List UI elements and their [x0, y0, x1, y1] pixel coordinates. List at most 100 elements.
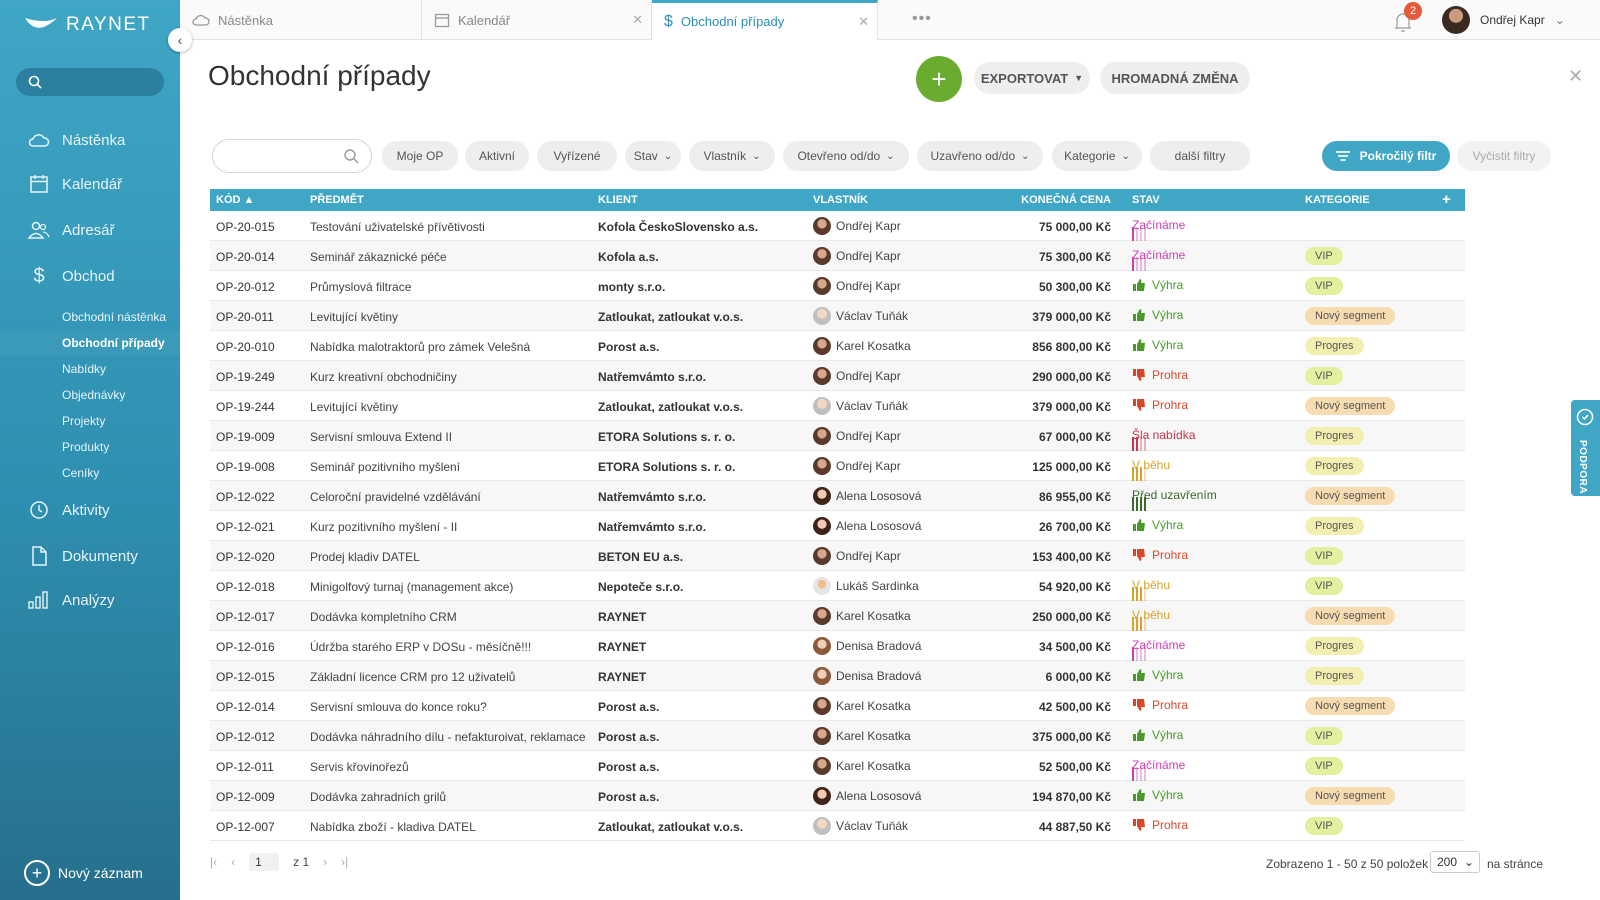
cell-kod: OP-19-008: [216, 460, 275, 474]
cell-stav: V běhu: [1132, 458, 1170, 481]
filter-chip-stav[interactable]: Stav ⌄: [625, 141, 681, 171]
sidebar-subitem-ceniky[interactable]: Ceníky: [62, 466, 100, 480]
col-predmet[interactable]: PŘEDMĚT: [310, 194, 364, 206]
sidebar-item-analyzy[interactable]: Analýzy: [0, 582, 180, 618]
bulk-change-button[interactable]: HROMADNÁ ZMĚNA: [1100, 62, 1250, 94]
filter-chip-label: Otevřeno od/do: [797, 149, 881, 163]
tab-obchodni-pripady[interactable]: $ Obchodní případy ✕: [652, 0, 878, 40]
sidebar-subitem-obchodni-pripady[interactable]: Obchodní případy: [0, 331, 180, 355]
owner-name: Alena Lososová: [836, 789, 922, 803]
table-row[interactable]: OP-20-012 Průmyslová filtrace monty s.r.o.…: [210, 271, 1465, 301]
sidebar-collapse-button[interactable]: ‹: [168, 28, 192, 52]
progress-bars-icon: [1132, 227, 1146, 241]
table-row[interactable]: OP-20-011 Levitující květiny Zatloukat, za…: [210, 301, 1465, 331]
table-row[interactable]: OP-12-017 Dodávka kompletního CRM RAYNET Ka…: [210, 601, 1465, 631]
filter-chip-dalsi-filtry[interactable]: další filtry: [1150, 141, 1250, 171]
col-kategorie[interactable]: KATEGORIE: [1305, 194, 1370, 206]
filter-chip-otevreno-od-do[interactable]: Otevřeno od/do ⌄: [783, 141, 909, 171]
table-row[interactable]: OP-12-021 Kurz pozitivního myšlení - II Na…: [210, 511, 1465, 541]
filter-chip-vlastnik[interactable]: Vlastník ⌄: [689, 141, 775, 171]
col-vlastnik[interactable]: VLASTNÍK: [813, 194, 868, 206]
cell-vlastnik: Ondřej Kapr: [813, 457, 901, 475]
logo[interactable]: RAYNET: [24, 12, 151, 38]
close-icon[interactable]: ✕: [858, 13, 869, 29]
sidebar-item-dokumenty[interactable]: Dokumenty: [0, 538, 180, 574]
table-row[interactable]: OP-20-010 Nabídka malotraktorů pro zámek …: [210, 331, 1465, 361]
table-row[interactable]: OP-12-014 Servisní smlouva do konce roku?…: [210, 691, 1465, 721]
table-row[interactable]: OP-19-008 Seminář pozitivního myšlení ETOR…: [210, 451, 1465, 481]
page-input[interactable]: 1: [249, 853, 280, 871]
avatar: [813, 307, 831, 325]
filter-search-input[interactable]: [212, 139, 372, 173]
advanced-filter-button[interactable]: Pokročilý filtr: [1322, 141, 1450, 171]
table-row[interactable]: OP-20-015 Testování uživatelské přívětivo…: [210, 211, 1465, 241]
bell-icon[interactable]: [1388, 10, 1418, 34]
cell-kategorie: Nový segment: [1305, 397, 1396, 415]
filter-chip-uzavreno-od-do[interactable]: Uzavřeno od/do ⌄: [917, 141, 1043, 171]
sidebar-search[interactable]: [16, 68, 164, 96]
col-cena[interactable]: KONEČNÁ CENA: [1021, 194, 1111, 206]
first-page-icon[interactable]: |‹: [210, 855, 218, 869]
export-button[interactable]: EXPORTOVAT ▼: [974, 62, 1090, 94]
sidebar-subitem-obchodni-nastenka[interactable]: Obchodní nástěnka: [62, 310, 167, 324]
cell-cena: 42 500,00 Kč: [1038, 700, 1111, 714]
clear-filters-button[interactable]: Vyčistit filtry: [1457, 141, 1551, 171]
close-icon[interactable]: ✕: [1568, 66, 1584, 86]
sidebar-item-obchod[interactable]: $ Obchod: [0, 258, 180, 294]
add-column-icon[interactable]: +: [1442, 191, 1451, 208]
tab-nastenka[interactable]: Nástěnka: [180, 0, 422, 40]
sidebar-item-nastenka[interactable]: Nástěnka: [0, 122, 180, 158]
owner-name: Ondřej Kapr: [836, 279, 901, 293]
status-label: Začínáme: [1132, 758, 1186, 772]
progress-bars-icon: [1132, 257, 1146, 271]
table-row[interactable]: OP-19-009 Servisní smlouva Extend II ETORA…: [210, 421, 1465, 451]
table-row[interactable]: OP-12-007 Nabídka zboží - kladiva DATEL Za…: [210, 811, 1465, 841]
new-record-button[interactable]: + Nový záznam: [24, 860, 143, 886]
cell-kategorie: VIP: [1305, 727, 1343, 745]
support-button[interactable]: PODPORA: [1571, 400, 1600, 496]
cell-kod: OP-12-016: [216, 640, 275, 654]
sidebar-subitem-produkty[interactable]: Produkty: [62, 440, 110, 454]
table-row[interactable]: OP-12-022 Celoroční pravidelné vzdělávání…: [210, 481, 1465, 511]
filter-chip-moje-op[interactable]: Moje OP: [382, 141, 458, 171]
table-row[interactable]: OP-12-011 Servis křovinořezů Porost a.s. Ka…: [210, 751, 1465, 781]
avatar: [813, 607, 831, 625]
thumbs-down-icon: [1133, 399, 1145, 411]
cell-klient: monty s.r.o.: [598, 280, 666, 294]
last-page-icon[interactable]: ›|: [341, 855, 349, 869]
col-stav[interactable]: STAV: [1132, 194, 1160, 206]
prev-page-icon[interactable]: ‹: [231, 855, 236, 869]
table-row[interactable]: OP-19-244 Levitující květiny Zatloukat, za…: [210, 391, 1465, 421]
filter-chip-vyrizene[interactable]: Vyřízené: [537, 141, 617, 171]
thumbs-up-icon: [1133, 339, 1145, 351]
table-row[interactable]: OP-12-015 Základní licence CRM pro 12 uži…: [210, 661, 1465, 691]
tab-kalendar[interactable]: Kalendář ✕: [422, 0, 652, 40]
col-kod[interactable]: KÓD ▲: [216, 194, 255, 206]
export-label: EXPORTOVAT: [980, 70, 1069, 86]
filter-chip-kategorie[interactable]: Kategorie ⌄: [1052, 141, 1142, 171]
table-row[interactable]: OP-12-018 Minigolfový turnaj (management …: [210, 571, 1465, 601]
sidebar-item-aktivity[interactable]: Aktivity: [0, 492, 180, 528]
per-page-select[interactable]: 200 ⌄: [1430, 851, 1480, 873]
owner-name: Václav Tuňák: [836, 399, 909, 413]
add-button[interactable]: +: [916, 56, 962, 102]
user-name: Ondřej Kapr: [1480, 13, 1545, 27]
table-row[interactable]: OP-19-249 Kurz kreativní obchodničiny Natř…: [210, 361, 1465, 391]
sidebar-subitem-projekty[interactable]: Projekty: [62, 414, 106, 428]
close-icon[interactable]: ✕: [632, 12, 643, 27]
col-klient[interactable]: KLIENT: [598, 194, 638, 206]
table-row[interactable]: OP-20-014 Seminář zákaznické péče Kofola a…: [210, 241, 1465, 271]
table-row[interactable]: OP-12-009 Dodávka zahradních grilů Porost …: [210, 781, 1465, 811]
sidebar-item-adresar[interactable]: Adresář: [0, 212, 180, 248]
table-row[interactable]: OP-12-020 Prodej kladiv DATEL BETON EU a.s…: [210, 541, 1465, 571]
sidebar-subitem-nabidky[interactable]: Nabídky: [62, 362, 107, 376]
sidebar-subitem-objednavky[interactable]: Objednávky: [62, 388, 126, 402]
sidebar-item-kalendar[interactable]: Kalendář: [0, 166, 180, 202]
user-menu[interactable]: Ondřej Kapr ⌄: [1442, 6, 1565, 34]
filter-chip-aktivni[interactable]: Aktivní: [465, 141, 529, 171]
next-page-icon[interactable]: ›: [323, 855, 328, 869]
sidebar-item-label: Analýzy: [62, 591, 115, 609]
table-row[interactable]: OP-12-012 Dodávka náhradního dílu - nefak…: [210, 721, 1465, 751]
table-row[interactable]: OP-12-016 Údržba starého ERP v DOSu - měs…: [210, 631, 1465, 661]
more-tabs-icon[interactable]: •••: [912, 10, 932, 27]
